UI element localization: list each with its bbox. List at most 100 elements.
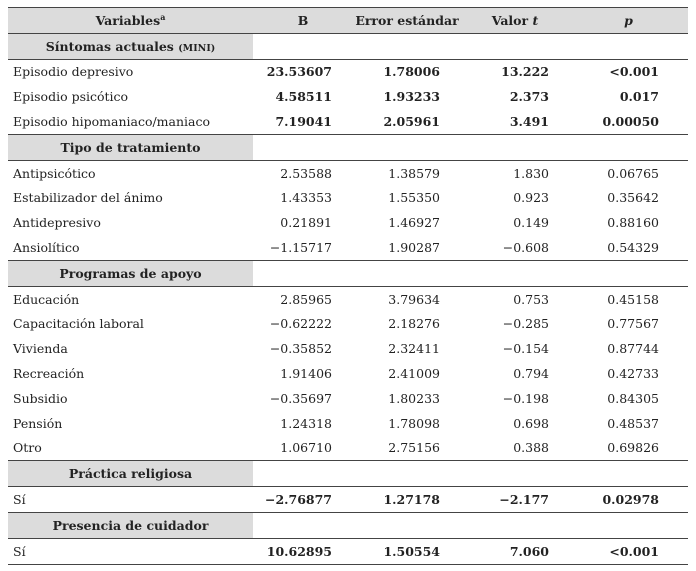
value-cell: 0.48537 <box>607 415 659 431</box>
section-row: Tipo de tratamiento <box>8 133 688 161</box>
value-cell: 1.78006 <box>383 64 440 80</box>
value-cell: 0.84305 <box>607 390 659 406</box>
empty-cell <box>461 511 569 539</box>
row-label: Subsidio <box>13 390 68 406</box>
section-row: Síntomas actuales (MINI) <box>8 32 688 60</box>
header-cell: Valor t <box>461 7 569 34</box>
value-cell: 0.45158 <box>607 291 659 307</box>
row-label: Pensión <box>13 415 63 431</box>
value-cell: 23.53607 <box>266 64 332 80</box>
value-cell: 2.32411 <box>388 341 440 357</box>
row-label: Estabilizador del ánimo <box>13 190 163 206</box>
section-title-text: Presencia de cuidador <box>52 517 209 533</box>
row-label: Sí <box>8 538 253 565</box>
value-cell: 1.80233 <box>388 390 440 406</box>
header-text: Variables <box>95 13 161 29</box>
value-cell: 2.373 <box>509 89 549 105</box>
section-title: Programas de apoyo <box>8 259 253 287</box>
data-row: Sí 10.62895 1.50554 7.060 <0.001 <box>8 538 688 565</box>
empty-cell <box>353 133 461 161</box>
section-title-text: Programas de apoyo <box>59 265 202 281</box>
data-row: Educación 2.85965 3.79634 0.753 0.45158 <box>8 286 688 311</box>
header-row: Variablesa B Error estándar Valor t p <box>8 7 688 34</box>
value-cell: <0.001 <box>609 64 659 80</box>
value-cell: 0.698 <box>513 415 549 431</box>
row-label: Vivienda <box>13 341 68 357</box>
row-label: Educación <box>13 291 80 307</box>
value-cell: 1.43353 <box>280 190 332 206</box>
footnote-mark: a <box>160 12 166 23</box>
data-row: Subsidio −0.35697 1.80233 −0.198 0.84305 <box>8 386 688 411</box>
value-cell: −0.35697 <box>269 390 332 406</box>
empty-cell <box>461 133 569 161</box>
empty-cell <box>569 32 688 60</box>
value-cell: 1.55350 <box>388 190 440 206</box>
header-cell: B <box>253 7 353 34</box>
results-table: Variablesa B Error estándar Valor t p Sí… <box>8 7 688 565</box>
empty-cell <box>569 460 688 488</box>
value-cell: −0.154 <box>502 341 549 357</box>
value-cell: 1.50554 <box>353 538 461 565</box>
data-row: Estabilizador del ánimo 1.43353 1.55350 0.9… <box>8 186 688 211</box>
data-row: Antidepresivo 0.21891 1.46927 0.149 0.88160 <box>8 210 688 235</box>
data-row: Otro 1.06710 2.75156 0.388 0.69826 <box>8 436 688 461</box>
value-cell: 0.149 <box>513 215 549 231</box>
section-title: Síntomas actuales (MINI) <box>8 32 253 60</box>
row-label: Sí <box>13 492 26 508</box>
section-title-text: Síntomas actuales <box>45 38 174 54</box>
value-cell: 0.923 <box>513 190 549 206</box>
section-title: Práctica religiosa <box>8 460 253 488</box>
value-cell: 10.62895 <box>253 538 353 565</box>
row-label: Capacitación laboral <box>13 316 144 332</box>
empty-cell <box>253 32 353 60</box>
header-cell: Variablesa <box>8 7 253 34</box>
data-row: Ansiolítico −1.15717 1.90287 −0.608 0.54329 <box>8 235 688 260</box>
value-cell: 1.90287 <box>388 240 440 256</box>
value-cell: 7.060 <box>461 538 569 565</box>
value-cell: 1.78098 <box>388 415 440 431</box>
value-cell: 0.02978 <box>602 492 659 508</box>
value-cell: −1.15717 <box>269 240 332 256</box>
value-cell: 1.38579 <box>388 165 440 181</box>
data-row: Episodio hipomaniaco/maniaco 7.19041 2.059… <box>8 109 688 134</box>
value-cell: 0.42733 <box>607 366 659 382</box>
header-symbol: t <box>532 12 539 28</box>
row-label: Episodio hipomaniaco/maniaco <box>13 114 211 130</box>
empty-cell <box>569 511 688 539</box>
value-cell: <0.001 <box>569 538 688 565</box>
value-cell: −0.285 <box>502 316 549 332</box>
row-label: Episodio psicótico <box>13 89 129 105</box>
value-cell: −0.62222 <box>269 316 332 332</box>
value-cell: 1.27178 <box>383 492 440 508</box>
data-row: Antipsicótico 2.53588 1.38579 1.830 0.06765 <box>8 160 688 185</box>
value-cell: 0.017 <box>619 89 659 105</box>
value-cell: 1.24318 <box>280 415 332 431</box>
section-title: Tipo de tratamiento <box>8 133 253 161</box>
value-cell: 0.794 <box>513 366 549 382</box>
value-cell: 0.35642 <box>607 190 659 206</box>
section-row: Presencia de cuidador <box>8 511 688 539</box>
empty-cell <box>353 259 461 287</box>
section-row: Programas de apoyo <box>8 259 688 287</box>
row-label: Antipsicótico <box>13 165 96 181</box>
value-cell: 1.06710 <box>280 440 332 456</box>
value-cell: 1.93233 <box>383 89 440 105</box>
empty-cell <box>353 511 461 539</box>
empty-cell <box>461 259 569 287</box>
header-cell: Error estándar <box>353 7 461 34</box>
value-cell: 1.830 <box>513 165 549 181</box>
header-symbol: p <box>624 12 633 28</box>
value-cell: 0.69826 <box>607 440 659 456</box>
section-title-text: Tipo de tratamiento <box>60 139 201 155</box>
value-cell: 2.18276 <box>388 316 440 332</box>
value-cell: −0.35852 <box>269 341 332 357</box>
header-cell: p <box>569 7 688 34</box>
value-cell: 13.222 <box>501 64 549 80</box>
value-cell: 0.06765 <box>607 165 659 181</box>
empty-cell <box>569 133 688 161</box>
row-label: Episodio depresivo <box>13 64 134 80</box>
empty-cell <box>253 259 353 287</box>
empty-cell <box>461 460 569 488</box>
value-cell: 1.91406 <box>280 366 332 382</box>
